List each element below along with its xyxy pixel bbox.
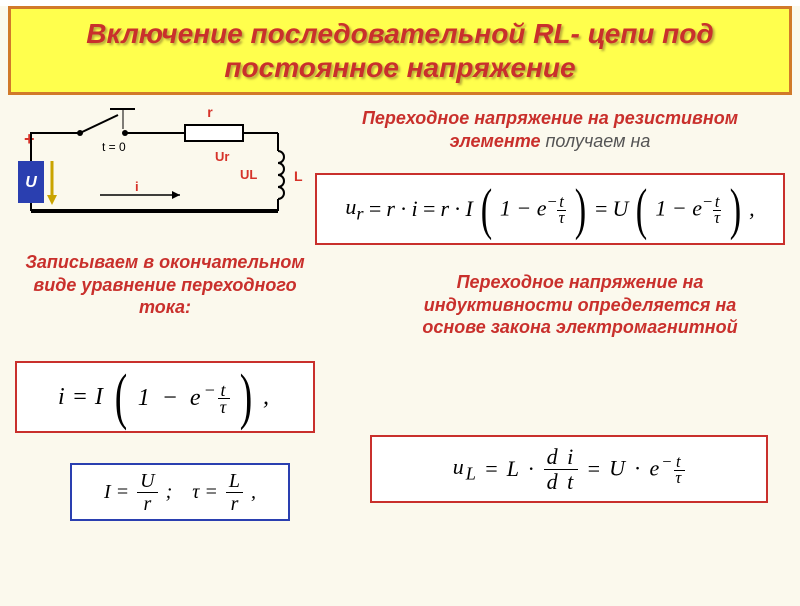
formula-defs: I = Ur ; τ = Lr , [70, 463, 290, 521]
subheading-ul-text: Переходное напряжение на индуктивности о… [422, 272, 737, 337]
formula-i: i=I ( 1 − e−tτ ) , [15, 361, 315, 433]
label-t0: t = 0 [102, 140, 126, 154]
title-text: Включение последовательной RL- цепи под … [86, 18, 713, 83]
subheading-ul: Переходное напряжение на индуктивности о… [390, 271, 770, 339]
formula-ur: ur= r · i= r · I ( 1 − e−tτ ) =U ( 1 − e… [315, 173, 785, 245]
label-UL: UL [240, 167, 257, 182]
label-r: r [207, 104, 213, 120]
label-i: i [135, 179, 139, 194]
subheading-i: Записываем в окончательном виде уравнени… [20, 251, 310, 319]
label-U: U [25, 174, 37, 191]
label-L: L [294, 168, 303, 184]
subheading-ur-tail: получаем на [541, 131, 651, 151]
circuit-diagram: U + t = 0 r L [10, 103, 310, 243]
label-Ur: Ur [215, 149, 229, 164]
content-area: U + t = 0 r L [0, 103, 800, 563]
subheading-ur: Переходное напряжение на резистивном эле… [330, 107, 770, 152]
slide: Включение последовательной RL- цепи под … [0, 6, 800, 606]
slide-title: Включение последовательной RL- цепи под … [8, 6, 792, 95]
subheading-i-text: Записываем в окончательном виде уравнени… [25, 252, 304, 317]
formula-ul: uL = L · d id t = U · e−tτ [370, 435, 768, 503]
